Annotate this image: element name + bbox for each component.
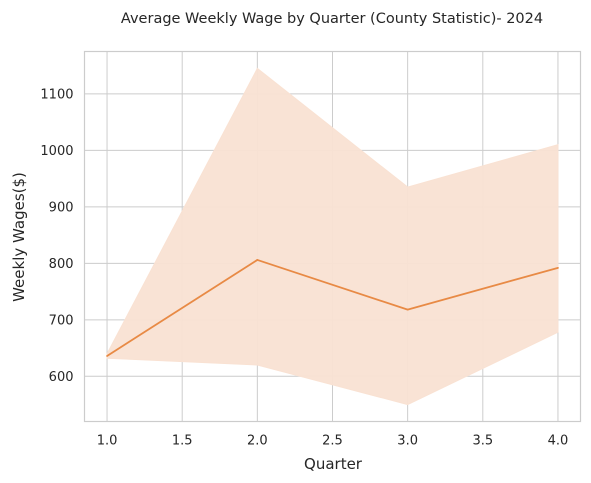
confidence-bands <box>106 67 559 406</box>
x-tick-label: 4.0 <box>548 434 569 449</box>
x-tick-label: 2.5 <box>322 434 343 449</box>
x-tick-labels: 1.0 1.5 2.0 2.5 3.0 3.5 4.0 <box>97 434 569 449</box>
x-tick-label: 3.5 <box>472 434 493 449</box>
confidence-band-0 <box>106 67 559 406</box>
x-tick-label: 3.0 <box>397 434 418 449</box>
x-tick-label: 1.5 <box>172 434 193 449</box>
y-tick-label: 1100 <box>40 87 73 102</box>
data-point <box>106 355 108 357</box>
chart-title: Average Weekly Wage by Quarter (County S… <box>121 11 543 27</box>
y-tick-label: 600 <box>49 370 74 385</box>
y-tick-label: 1000 <box>40 144 73 159</box>
y-tick-label: 700 <box>49 313 74 328</box>
x-tick-label: 2.0 <box>247 434 268 449</box>
y-axis-label: Weekly Wages($) <box>10 172 28 302</box>
y-tick-label: 900 <box>49 200 74 215</box>
data-point <box>557 266 559 269</box>
series-line-0 <box>106 259 559 357</box>
plot-frame <box>83 50 582 423</box>
data-point <box>256 259 259 261</box>
y-tick-labels: 600 700 800 900 1000 1100 <box>40 87 73 384</box>
x-axis-label: Quarter <box>304 455 363 473</box>
data-point <box>406 308 409 311</box>
series-lines <box>106 259 559 357</box>
y-tick-label: 800 <box>49 257 74 272</box>
x-tick-label: 1.0 <box>97 434 118 449</box>
